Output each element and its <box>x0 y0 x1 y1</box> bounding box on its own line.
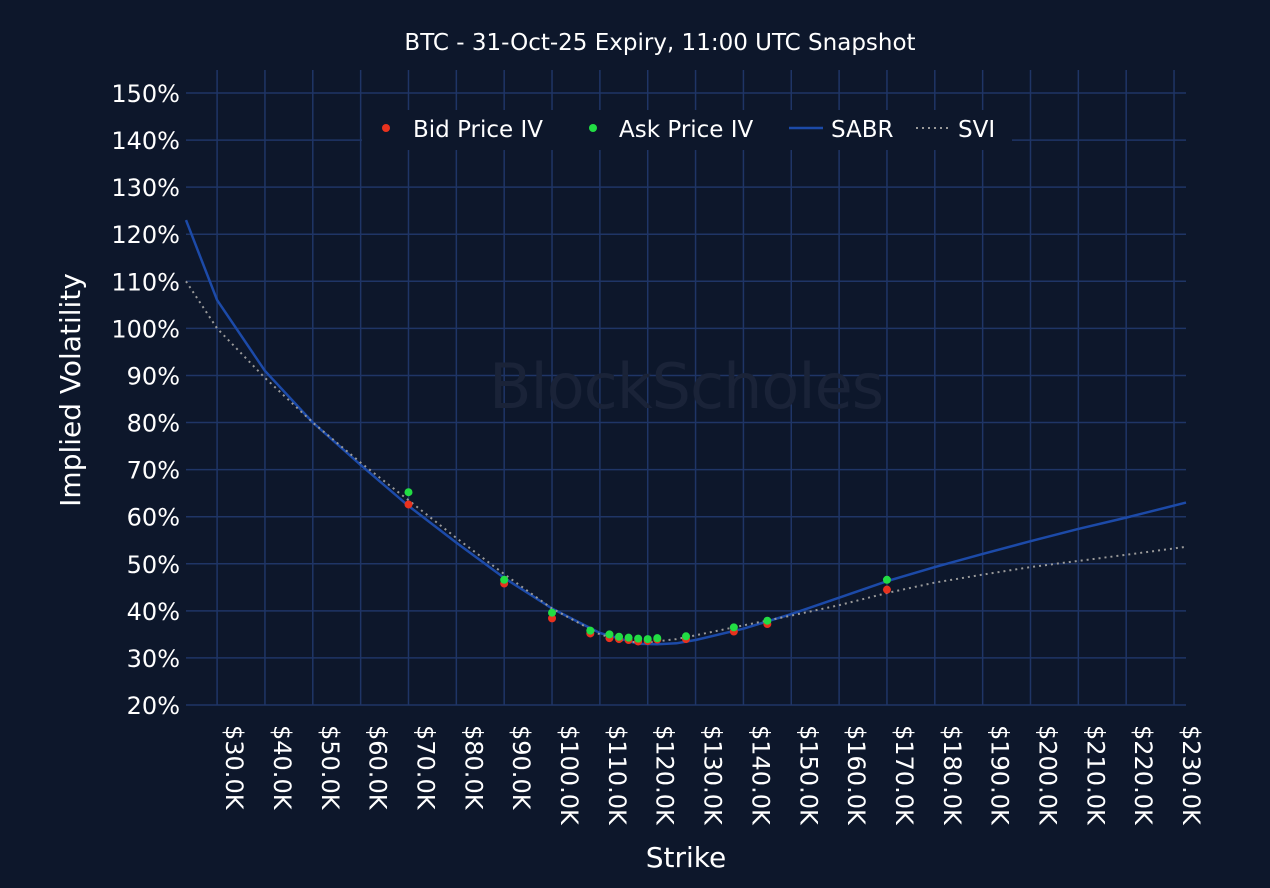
y-tick-label: 130% <box>111 174 180 202</box>
series-line-sabr <box>184 219 1187 646</box>
x-tick-label: $90.0K <box>507 725 535 811</box>
legend-marker-ask <box>589 124 597 132</box>
x-tick-label: $160.0K <box>842 725 870 826</box>
x-tick-label: $210.0K <box>1081 725 1109 826</box>
y-axis-ticks: 20% 30% 40% 50% 60% 70% 80% 90% 100% 110% 120% 130%… <box>111 80 180 720</box>
x-tick-label: $110.0K <box>603 725 631 826</box>
x-tick-label: $200.0K <box>1033 725 1061 826</box>
x-tick-label: $150.0K <box>794 725 822 826</box>
legend-background <box>362 110 1012 150</box>
ask-iv-point <box>729 623 738 632</box>
x-tick-label: $30.0K <box>220 725 248 811</box>
ask-iv-point <box>500 575 509 584</box>
ask-iv-point <box>882 575 891 584</box>
watermark-text: BlockScholes <box>489 350 883 423</box>
legend-label-svi: SVI <box>958 117 995 143</box>
points-layer <box>404 488 891 646</box>
ask-iv-point <box>763 616 772 625</box>
ask-iv-point <box>605 630 614 639</box>
y-tick-label: 60% <box>127 504 180 532</box>
ask-iv-point <box>653 634 662 643</box>
series-line-svi <box>185 280 1187 644</box>
x-tick-label: $120.0K <box>651 725 679 826</box>
x-tick-label: $230.0K <box>1177 725 1205 826</box>
y-tick-label: 100% <box>111 315 180 343</box>
legend-marker-bid <box>382 124 390 132</box>
y-tick-label: 70% <box>127 457 180 485</box>
x-axis-label: Strike <box>646 841 727 874</box>
y-tick-label: 40% <box>127 598 180 626</box>
x-tick-label: $220.0K <box>1129 725 1157 826</box>
ask-iv-point <box>634 634 643 643</box>
x-tick-label: $80.0K <box>459 725 487 811</box>
y-tick-label: 80% <box>127 410 180 438</box>
y-tick-label: 150% <box>111 80 180 108</box>
y-axis-label: Implied Volatility <box>54 273 87 507</box>
ask-iv-point <box>615 632 624 641</box>
x-tick-label: $170.0K <box>890 725 918 826</box>
y-tick-label: 120% <box>111 221 180 249</box>
ask-iv-point <box>404 488 413 497</box>
bid-iv-point <box>882 585 891 594</box>
x-tick-label: $100.0K <box>555 725 583 826</box>
ask-iv-point <box>586 626 595 635</box>
y-tick-label: 110% <box>111 268 180 296</box>
x-tick-label: $70.0K <box>411 725 439 811</box>
x-axis-ticks: $30.0K $40.0K $50.0K $60.0K $70.0K $80.0K $90.… <box>220 725 1205 826</box>
chart-title: BTC - 31-Oct-25 Expiry, 11:00 UTC Snapsh… <box>404 30 915 56</box>
x-tick-label: $130.0K <box>699 725 727 826</box>
x-tick-label: $60.0K <box>364 725 392 811</box>
x-tick-label: $180.0K <box>938 725 966 826</box>
y-tick-label: 50% <box>127 551 180 579</box>
legend-label-ask: Ask Price IV <box>619 117 754 143</box>
legend-label-sabr: SABR <box>831 117 894 143</box>
legend-label-bid: Bid Price IV <box>413 117 543 143</box>
ask-iv-point <box>548 608 557 617</box>
ask-iv-point <box>682 632 690 641</box>
ask-iv-point <box>643 635 652 644</box>
x-tick-label: $40.0K <box>268 725 296 811</box>
legend[interactable]: Bid Price IV Ask Price IV SABR SVI <box>362 110 1012 150</box>
series-layer <box>184 219 1187 646</box>
y-tick-label: 30% <box>127 645 180 673</box>
x-tick-label: $50.0K <box>316 725 344 811</box>
x-tick-label: $140.0K <box>746 725 774 826</box>
y-tick-label: 20% <box>127 692 180 720</box>
x-tick-label: $190.0K <box>986 725 1014 826</box>
y-tick-label: 140% <box>111 127 180 155</box>
y-tick-label: 90% <box>127 362 180 390</box>
ask-iv-point <box>624 633 633 642</box>
bid-iv-point <box>404 500 413 509</box>
bid-iv-point <box>548 614 557 623</box>
